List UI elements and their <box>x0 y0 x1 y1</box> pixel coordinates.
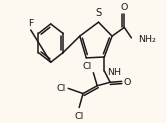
Text: Cl: Cl <box>83 62 92 71</box>
Text: Cl: Cl <box>57 84 66 93</box>
Text: NH: NH <box>107 68 121 77</box>
Text: O: O <box>124 78 131 87</box>
Text: NH₂: NH₂ <box>138 35 156 44</box>
Text: F: F <box>28 19 33 28</box>
Text: S: S <box>95 8 102 18</box>
Text: Cl: Cl <box>75 112 84 121</box>
Text: O: O <box>121 3 128 12</box>
